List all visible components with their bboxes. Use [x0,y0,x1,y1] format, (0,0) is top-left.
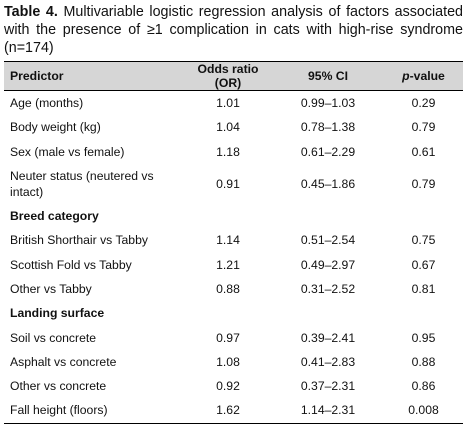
caption-label: Table 4. [4,4,58,20]
value-cell: 0.39–2.41 [300,330,356,345]
value-cell: 0.45–1.86 [300,176,356,191]
value-cell: 0.99–1.03 [300,96,356,111]
predictor-cell: Soil vs concrete [10,330,97,345]
value-cell: 0.78–1.38 [300,120,356,135]
value-cell: 0.51–2.54 [300,233,356,248]
value-cell: 1.14 [216,233,240,248]
data-row: Soil vs concrete 0.97 0.39–2.41 0.95 [4,325,463,349]
data-row: Age (months) 1.01 0.99–1.03 0.29 [4,91,463,116]
value-cell: 0.95 [411,330,436,345]
value-cell: 0.61 [411,144,436,159]
predictor-cell: Sex (male vs female) [10,144,125,159]
header-cell: Odds ratio (OR) [197,62,259,90]
value-cell: 0.86 [411,379,436,394]
predictor-cell: British Shorthair vs Tabby [10,233,148,248]
table-caption: Table 4. Multivariable logistic regressi… [4,3,463,57]
value-cell: 1.18 [216,144,240,159]
predictor-cell: Fall height (floors) [10,403,108,418]
predictor-cell: Asphalt vs concrete [10,354,117,369]
group-label: Landing surface [10,306,105,321]
data-row: Sex (male vs female) 1.18 0.61–2.29 0.61 [4,140,463,164]
caption-text: Multivariable logistic regression analys… [4,4,463,56]
predictor-cell: Body weight (kg) [10,120,101,135]
value-cell: 0.49–2.97 [300,257,356,272]
data-row: Other vs concrete 0.92 0.37–2.31 0.86 [4,374,463,398]
data-row: Scottish Fold vs Tabby 1.21 0.49–2.97 0.67 [4,252,463,276]
value-cell: 0.97 [216,330,240,345]
data-row: Fall height (floors) 1.62 1.14–2.31 0.008 [4,398,463,424]
document: Table 4. Multivariable logistic regressi… [4,3,463,424]
value-cell: 0.91 [216,176,240,191]
data-row: Neuter status (neutered vs intact) 0.91 0.… [4,164,463,204]
value-cell: 0.79 [411,120,436,135]
value-cell: 1.08 [216,354,240,369]
group-row: Landing surface [4,301,463,325]
value-cell: 0.79 [411,176,436,191]
value-cell: 0.37–2.31 [300,379,356,394]
header-italic: p [402,69,410,83]
predictor-cell: Scottish Fold vs Tabby [10,257,132,272]
value-cell: 0.29 [411,96,436,111]
value-cell: 1.04 [216,120,240,135]
value-cell: 1.01 [216,96,240,111]
table-body: Age (months) 1.01 0.99–1.03 0.29 Body weight… [4,91,463,424]
header-cell: 95% CI [308,69,348,83]
header-cell: p-value [384,62,463,91]
data-row: British Shorthair vs Tabby 1.14 0.51–2.54 0… [4,228,463,252]
group-label: Breed category [10,209,99,224]
value-cell: 0.88 [411,354,436,369]
results-table: Predictor Odds ratio (OR) 95% CI p-value… [4,61,463,424]
value-cell: 0.75 [411,233,436,248]
value-cell: 0.008 [408,403,439,418]
table-header: Predictor Odds ratio (OR) 95% CI p-value [4,61,463,91]
value-cell: 0.67 [411,257,436,272]
data-row: Body weight (kg) 1.04 0.78–1.38 0.79 [4,115,463,139]
header-text: -value [409,69,445,83]
predictor-cell: Age (months) [10,96,84,111]
predictor-cell: Other vs concrete [10,379,107,394]
value-cell: 0.92 [216,379,240,394]
header-row: Predictor Odds ratio (OR) 95% CI p-value [4,61,463,91]
value-cell: 0.81 [411,281,436,296]
value-cell: 0.31–2.52 [300,281,356,296]
data-row: Other vs Tabby 0.88 0.31–2.52 0.81 [4,277,463,301]
value-cell: 1.14–2.31 [300,403,356,418]
header-cell: Predictor [10,69,64,83]
predictor-cell: Other vs Tabby [10,281,92,296]
group-row: Breed category [4,204,463,228]
value-cell: 1.21 [216,257,240,272]
data-row: Asphalt vs concrete 1.08 0.41–2.83 0.88 [4,350,463,374]
value-cell: 0.41–2.83 [300,354,356,369]
value-cell: 0.61–2.29 [300,144,356,159]
value-cell: 0.88 [216,281,240,296]
predictor-cell: Neuter status (neutered vs intact) [10,168,154,199]
value-cell: 1.62 [216,403,240,418]
